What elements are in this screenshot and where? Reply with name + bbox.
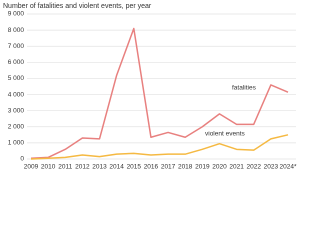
x-tick-label: 2018 <box>178 164 193 171</box>
y-tick-label: 8 000 <box>8 27 25 34</box>
y-tick-label: 2 000 <box>8 123 25 130</box>
x-tick-label: 2012 <box>75 164 90 171</box>
x-tick-label: 2021 <box>229 164 244 171</box>
y-tick-label: 1 000 <box>8 140 25 147</box>
y-tick-label: 6 000 <box>8 59 25 66</box>
y-tick-label: 5 000 <box>8 75 25 82</box>
x-tick-label: 2019 <box>195 164 210 171</box>
x-tick-label: 2020 <box>212 164 227 171</box>
series-line <box>30 134 289 160</box>
x-tick-label: 2017 <box>161 164 176 171</box>
x-tick-label: 2009 <box>24 164 39 171</box>
y-tick-label: 4 000 <box>8 91 25 98</box>
x-tick-label: 2010 <box>41 164 56 171</box>
x-tick-label: 2015 <box>127 164 142 171</box>
y-tick-label: 9 000 <box>8 11 25 18</box>
series-label: violent events <box>205 131 245 138</box>
x-tick-label: 2023 <box>264 164 279 171</box>
chart-title: Number of fatalities and violent events,… <box>3 3 152 10</box>
chart: Number of fatalities and violent events,… <box>3 3 297 171</box>
series-label: fatalities <box>232 85 257 92</box>
x-tick-label: 2013 <box>92 164 107 171</box>
x-tick-label: 2016 <box>144 164 159 171</box>
series-line <box>30 27 289 159</box>
x-tick-label: 2022 <box>246 164 261 171</box>
x-tick-label: 2011 <box>58 164 72 171</box>
y-tick-label: 0 <box>20 156 24 163</box>
y-tick-label: 3 000 <box>8 107 25 114</box>
y-tick-label: 7 000 <box>8 43 25 50</box>
x-tick-label: 2024* <box>280 164 297 171</box>
x-tick-label: 2014 <box>109 164 124 171</box>
